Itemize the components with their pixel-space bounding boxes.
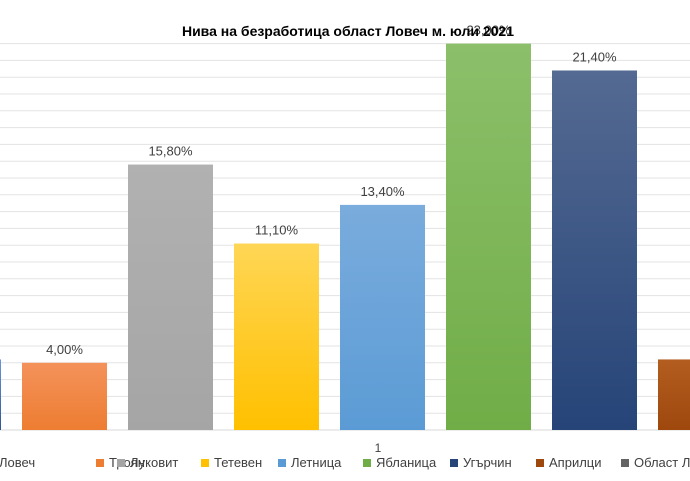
- bar-2: [22, 362, 107, 430]
- x-tick-label: 1: [375, 441, 382, 455]
- legend-label: Тетевен: [214, 455, 262, 470]
- bar-4: [234, 243, 319, 430]
- data-label: 21,40%: [572, 49, 617, 64]
- data-label: 23,00%: [466, 23, 511, 38]
- bar-3: [128, 164, 213, 430]
- legend-label: Угърчин: [463, 455, 512, 470]
- chart-title: Нива на безработица област Ловеч м. юли …: [182, 23, 514, 39]
- legend-swatch: [536, 459, 544, 467]
- bar-7: [552, 70, 637, 430]
- data-labels: 4,00%15,80%11,10%13,40%23,00%21,40%4,2: [46, 23, 617, 357]
- data-label: 11,10%: [255, 223, 299, 238]
- legend-swatch: [363, 459, 371, 467]
- legend-swatch: [278, 459, 286, 467]
- bar-8: [658, 359, 690, 430]
- legend-label: Ловеч: [0, 455, 35, 470]
- legend-swatch: [201, 459, 209, 467]
- legend-swatch: [450, 459, 458, 467]
- legend-label: Област Ловеч: [634, 455, 690, 470]
- data-label: 15,80%: [148, 144, 193, 159]
- bars: [0, 43, 690, 430]
- bar-6: [446, 43, 531, 430]
- legend-swatch: [117, 459, 125, 467]
- bar-1: [0, 359, 1, 430]
- data-label: 13,40%: [360, 184, 405, 199]
- legend-label: Луковит: [130, 455, 178, 470]
- data-label: 4,00%: [46, 342, 83, 357]
- legend-label: Ябланица: [376, 455, 437, 470]
- legend-label: Априлци: [549, 455, 602, 470]
- legend-swatch: [621, 459, 629, 467]
- legend-label: Летница: [291, 455, 342, 470]
- legend-swatch: [96, 459, 104, 467]
- bar-5: [340, 204, 425, 430]
